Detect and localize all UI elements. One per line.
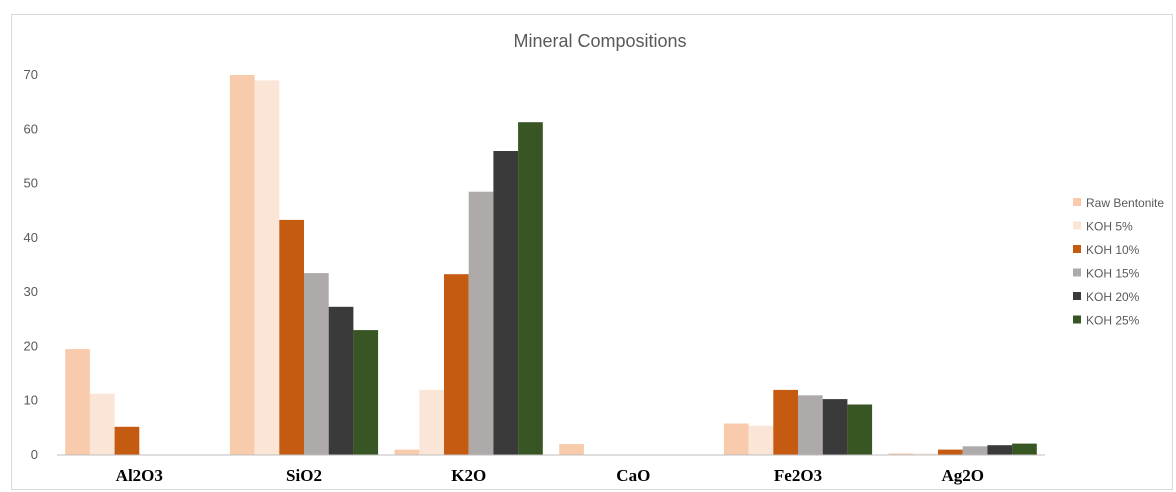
bar-k2o-koh-20 — [493, 151, 519, 455]
bar-k2o-koh-25 — [518, 122, 543, 455]
legend-item: KOH 25% — [1073, 314, 1140, 328]
y-tick-label: 10 — [24, 393, 38, 408]
legend-swatch — [1073, 292, 1081, 300]
bar-fe2o3-koh-25 — [847, 404, 873, 455]
bar-fe2o3-raw-bentonite — [723, 423, 749, 455]
bar-k2o-koh-10 — [444, 274, 469, 455]
legend-label: KOH 15% — [1086, 267, 1140, 281]
bar-fe2o3-koh-5 — [748, 425, 774, 455]
legend-swatch — [1073, 315, 1081, 324]
bar-cao-raw-bentonite — [559, 444, 584, 455]
y-tick-label: 70 — [24, 67, 38, 82]
bar-k2o-raw-bentonite — [394, 449, 420, 455]
x-category-label: Al2O3 — [116, 466, 163, 485]
bar-sio2-koh-15 — [304, 273, 329, 455]
bar-al2o3-koh-10 — [114, 426, 140, 455]
legend-label: KOH 10% — [1086, 243, 1140, 257]
legend-item: Raw Bentonite — [1073, 196, 1164, 210]
bar-sio2-koh-5 — [254, 80, 280, 456]
y-tick-label: 0 — [31, 447, 38, 462]
x-category-label: Ag2O — [941, 466, 984, 485]
y-axis-ticks: 0 10 20 30 40 50 60 70 — [24, 67, 38, 462]
x-axis-categories: Al2O3 SiO2 K2O CaO Fe2O3 Ag2O — [116, 466, 984, 485]
y-tick-label: 20 — [24, 338, 38, 353]
legend-item: KOH 15% — [1073, 267, 1140, 281]
bar-fe2o3-koh-20 — [822, 399, 848, 455]
bar-sio2-koh-20 — [328, 306, 354, 455]
y-tick-label: 40 — [24, 230, 38, 245]
bar-ag2o-koh-25 — [1012, 443, 1037, 455]
bar-sio2-raw-bentonite — [229, 75, 255, 455]
legend-item: KOH 20% — [1073, 290, 1140, 304]
y-tick-label: 50 — [24, 176, 38, 191]
y-tick-label: 60 — [24, 121, 38, 136]
bar-fe2o3-koh-15 — [798, 395, 823, 455]
bar-ag2o-koh-20 — [987, 445, 1013, 455]
bar-ag2o-koh-15 — [962, 446, 988, 455]
legend: Raw Bentonite KOH 5% KOH 10% KOH 15% KOH 20%… — [1073, 196, 1164, 328]
legend-item: KOH 5% — [1073, 220, 1133, 234]
bar-ag2o-raw-bentonite — [888, 453, 914, 455]
y-tick-label: 30 — [24, 284, 38, 299]
x-category-label: K2O — [451, 466, 486, 485]
x-category-label: SiO2 — [286, 466, 322, 485]
legend-item: KOH 10% — [1073, 243, 1140, 257]
bar-k2o-koh-5 — [419, 389, 444, 455]
bar-ag2o-koh-10 — [938, 449, 963, 455]
chart-frame — [11, 14, 1173, 490]
legend-swatch — [1073, 198, 1081, 206]
legend-label: KOH 20% — [1086, 290, 1140, 304]
legend-label: Raw Bentonite — [1086, 196, 1164, 210]
bar-k2o-koh-15 — [468, 191, 494, 455]
bar-sio2-koh-25 — [353, 330, 379, 455]
legend-label: KOH 5% — [1086, 220, 1133, 234]
legend-label: KOH 25% — [1086, 314, 1140, 328]
bar-fe2o3-koh-10 — [773, 389, 798, 455]
chart-title: Mineral Compositions — [513, 31, 686, 51]
x-category-label: Fe2O3 — [774, 466, 822, 485]
legend-swatch — [1073, 221, 1081, 230]
bar-sio2-koh-10 — [279, 219, 304, 455]
bars-group — [65, 75, 1037, 456]
x-category-label: CaO — [616, 466, 650, 485]
bar-al2o3-koh-5 — [89, 393, 115, 455]
bar-ag2o-koh-5 — [913, 453, 938, 455]
legend-swatch — [1073, 268, 1081, 277]
bar-al2o3-raw-bentonite — [65, 349, 90, 455]
legend-swatch — [1073, 245, 1081, 253]
